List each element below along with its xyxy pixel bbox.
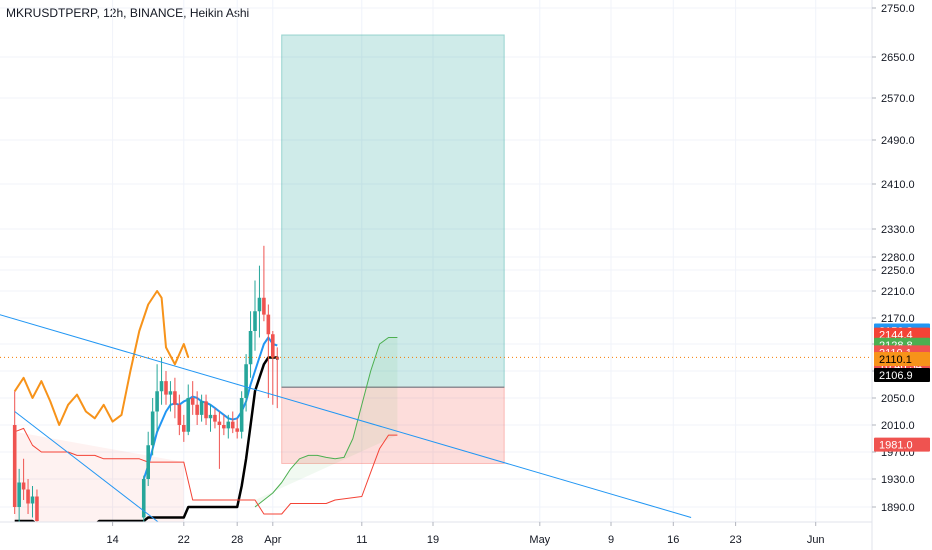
- profit-zone[interactable]: [281, 34, 505, 388]
- candle-body: [146, 445, 150, 479]
- time-tick-label: 16: [667, 534, 679, 546]
- trendlines[interactable]: [0, 311, 692, 529]
- candle-body: [26, 489, 30, 504]
- price-tick-label: 2750.0: [881, 3, 915, 15]
- chart-title: MKRUSDTPERP, 12h, BINANCE, Heikin Ashi: [6, 6, 250, 20]
- price-axis[interactable]: 1890.01930.01970.02010.02050.02090.02130…: [871, 0, 915, 550]
- price-tick-label: 2650.0: [881, 52, 915, 64]
- candle-body: [226, 421, 231, 429]
- price-tick-label: 2210.0: [881, 286, 915, 298]
- time-tick-label: Apr: [264, 534, 281, 546]
- candle-body: [21, 482, 26, 490]
- candle-body: [17, 482, 21, 507]
- price-tick-label: 2570.0: [881, 93, 915, 105]
- time-axis[interactable]: 14 22 28 Apr 11 19 May 9 16 23 Jun: [0, 521, 872, 546]
- candle-body: [222, 425, 226, 429]
- price-badge-text: 2106.9: [879, 370, 913, 382]
- indicator-line-1: [13, 290, 190, 426]
- price-badge: 2106.9: [874, 368, 930, 382]
- candle-body: [248, 331, 253, 365]
- price-badge-bg: [874, 437, 930, 452]
- candle-body: [35, 496, 39, 521]
- price-badge: 1981.0: [874, 437, 930, 452]
- candle-body: [235, 428, 239, 432]
- time-tick-label: 9: [608, 534, 614, 546]
- candle-body: [12, 425, 17, 507]
- time-tick-label: 28: [231, 534, 243, 546]
- price-badge-text: 1981.0: [879, 440, 913, 452]
- price-tick-label: 2330.0: [881, 224, 915, 236]
- price-badge: 2110.1: [874, 352, 930, 366]
- price-badge-bg: [874, 368, 930, 382]
- price-tick-label: 1930.0: [881, 474, 915, 486]
- candle-body: [275, 357, 280, 359]
- candle-body: [168, 391, 173, 395]
- indicator-line-3: [254, 337, 398, 508]
- time-tick-label: May: [529, 534, 550, 546]
- candle-body: [177, 404, 182, 425]
- candle-body: [164, 381, 168, 395]
- candle-body: [30, 496, 35, 504]
- candle-body: [262, 297, 266, 315]
- grid: [0, 0, 872, 522]
- candle-body: [155, 391, 159, 412]
- position-tool[interactable]: [281, 34, 505, 464]
- candle-body: [173, 391, 177, 405]
- candle-body: [257, 297, 262, 312]
- candle-body: [199, 401, 204, 415]
- candle-body: [190, 398, 195, 405]
- price-badge-text: 2110.1: [879, 354, 912, 366]
- candle-body: [141, 479, 146, 518]
- time-tick-label: 19: [427, 534, 439, 546]
- candles: [12, 245, 280, 522]
- indicator-line-4: [14, 427, 398, 515]
- price-badge-bg: [874, 352, 930, 366]
- price-badges: 2150.82144.42128.82110.110:46:342110.121…: [874, 323, 930, 452]
- candle-body: [271, 334, 275, 358]
- candle-body: [266, 314, 271, 335]
- candle-body: [217, 421, 222, 425]
- price-tick-label: 2410.0: [881, 179, 915, 191]
- trendline-1[interactable]: [14, 411, 166, 529]
- trendline-0[interactable]: [0, 311, 692, 518]
- cloud-fill-green: [255, 337, 398, 507]
- candle-body: [208, 414, 213, 419]
- time-tick-label: 11: [356, 534, 367, 546]
- candle-body: [239, 398, 244, 432]
- candle-body: [253, 311, 257, 331]
- time-tick-label: 23: [729, 534, 741, 546]
- candle-body: [150, 411, 155, 446]
- candle-body: [186, 398, 191, 432]
- time-tick-label: 22: [178, 534, 190, 546]
- candle-body: [213, 414, 217, 422]
- price-tick-label: 2490.0: [881, 135, 915, 147]
- price-tick-label: 2280.0: [881, 252, 915, 264]
- time-tick-label: 14: [106, 534, 118, 546]
- price-tick-label: 2250.0: [881, 265, 915, 277]
- candle-body: [195, 404, 199, 415]
- price-tick-label: 2170.0: [881, 313, 915, 325]
- price-tick-label: 1890.0: [881, 502, 915, 514]
- candle-body: [244, 364, 248, 398]
- candle-body: [182, 425, 186, 432]
- candle-body: [204, 401, 208, 419]
- price-tick-label: 2050.0: [881, 393, 915, 405]
- cloud-fill-red: [14, 431, 184, 522]
- indicator-line-2: [14, 356, 279, 522]
- candle-body: [159, 381, 164, 392]
- candle-body: [230, 421, 235, 429]
- time-tick-label: Jun: [807, 534, 825, 546]
- price-tick-label: 2010.0: [881, 420, 915, 432]
